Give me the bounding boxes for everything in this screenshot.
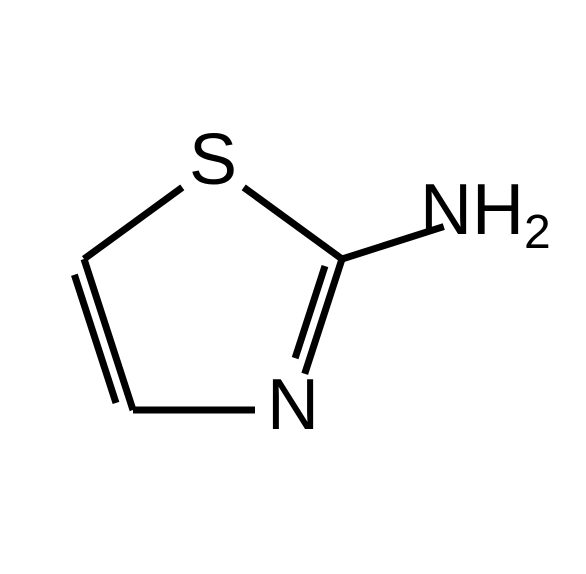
atom-nh2: NH2 bbox=[420, 170, 551, 259]
molecule-diagram: S N NH2 bbox=[0, 0, 586, 574]
atom-n3: N bbox=[267, 365, 319, 445]
atom-s: S bbox=[189, 120, 237, 200]
